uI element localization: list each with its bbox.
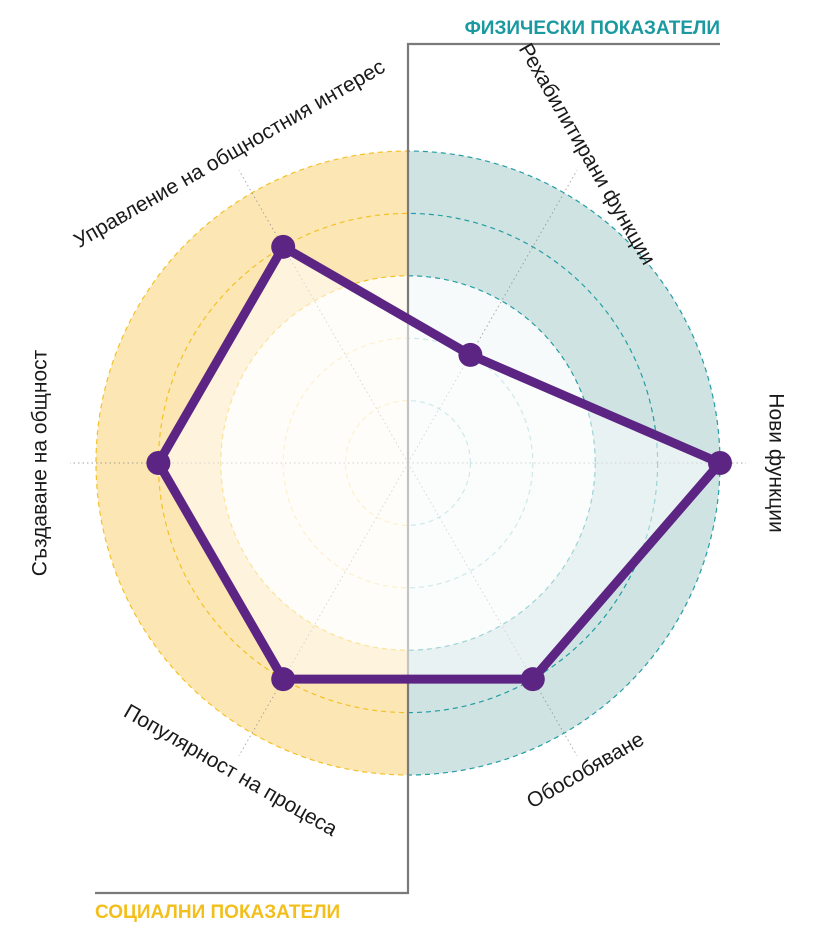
data-point-4 bbox=[146, 451, 171, 475]
data-point-5 bbox=[271, 234, 296, 259]
data-point-0 bbox=[458, 342, 483, 367]
axis-label-new-functions: Нови функции bbox=[764, 393, 787, 532]
social-indicators-title: СОЦИАЛНИ ПОКАЗАТЕЛИ bbox=[95, 902, 340, 923]
data-point-2 bbox=[520, 667, 545, 692]
section-titles: ФИЗИЧЕСКИ ПОКАЗАТЕЛИ СОЦИАЛНИ ПОКАЗАТЕЛИ bbox=[95, 18, 720, 923]
physical-indicators-title: ФИЗИЧЕСКИ ПОКАЗАТЕЛИ bbox=[465, 18, 720, 39]
data-series bbox=[146, 234, 732, 692]
axis-label-community-creation: Създаване на общност bbox=[29, 349, 52, 576]
data-point-3 bbox=[271, 667, 296, 692]
data-point-1 bbox=[708, 451, 732, 475]
